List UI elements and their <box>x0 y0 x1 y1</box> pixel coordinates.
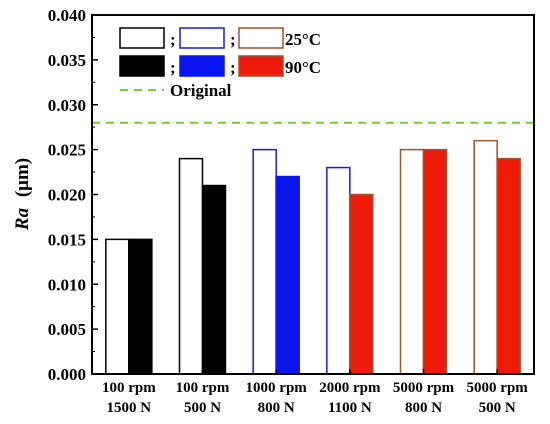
bars-layer <box>105 139 521 375</box>
x-tick-label: 800 N <box>405 400 442 416</box>
y-tick-label: 0.035 <box>48 51 86 70</box>
x-tick-label: 1500 N <box>107 400 152 416</box>
bar-90c <box>201 184 227 375</box>
legend-separator: ; <box>230 58 236 77</box>
y-tick-label: 0.020 <box>48 186 86 205</box>
x-tick-label: 100 rpm <box>102 380 156 396</box>
legend-swatch-blue-25 <box>179 27 225 49</box>
bar-25c <box>105 238 130 375</box>
y-tick-label: 0.025 <box>48 141 86 160</box>
x-tick-label: 1000 rpm <box>246 380 308 396</box>
bar-25c <box>326 166 351 375</box>
bar-25c <box>473 139 498 375</box>
bar-25c <box>399 148 425 375</box>
x-axis-ticks: 100 rpm 1500 N 100 rpm 500 N 1000 rpm 800 N 20… <box>102 369 528 416</box>
legend-separator: ; <box>170 30 176 49</box>
legend-swatch-red-90 <box>238 55 284 77</box>
bar-90c <box>496 157 521 375</box>
bar-25c <box>252 148 277 375</box>
y-tick-label: 0.010 <box>48 275 86 294</box>
legend-label-90: 90°C <box>285 58 321 77</box>
y-tick-label: 0.040 <box>48 6 86 25</box>
y-axis-title-symbol: Ra <box>12 207 33 231</box>
y-axis-title: Ra (μm) <box>12 158 33 231</box>
x-tick-label: 2000 rpm <box>319 380 381 396</box>
y-axis-title-unit: (μm) <box>12 158 33 197</box>
y-tick-label: 0.005 <box>48 320 86 339</box>
y-tick-label: 0.030 <box>48 96 86 115</box>
legend-swatch-blue-90 <box>179 55 225 77</box>
x-tick-label: 5000 rpm <box>393 380 455 396</box>
bar-90c <box>349 193 374 375</box>
legend-swatch-black-25 <box>119 27 165 49</box>
bar-90c <box>128 238 153 375</box>
x-tick-label: 500 N <box>479 400 516 416</box>
y-tick-label: 0.000 <box>48 365 86 384</box>
legend-label-original: Original <box>170 81 232 100</box>
bar-90c <box>422 148 448 375</box>
legend-swatch-red-25 <box>238 27 284 49</box>
bar-90c <box>275 175 300 375</box>
legend: ; ; 25°C ; ; 90°C Original <box>119 27 321 100</box>
x-tick-label: 1100 N <box>328 400 372 416</box>
bar-25c <box>178 157 204 375</box>
legend-swatch-black-90 <box>119 55 165 77</box>
y-tick-label: 0.015 <box>48 230 86 249</box>
x-tick-label: 5000 rpm <box>467 380 529 396</box>
x-tick-label: 800 N <box>258 400 295 416</box>
legend-separator: ; <box>170 58 176 77</box>
x-tick-label: 500 N <box>184 400 221 416</box>
y-axis-ticks: 0.000 0.005 0.010 0.015 0.020 0.025 0.030 0.035… <box>48 6 98 384</box>
legend-label-25: 25°C <box>285 30 321 49</box>
x-tick-label: 100 rpm <box>176 380 230 396</box>
legend-separator: ; <box>230 30 236 49</box>
